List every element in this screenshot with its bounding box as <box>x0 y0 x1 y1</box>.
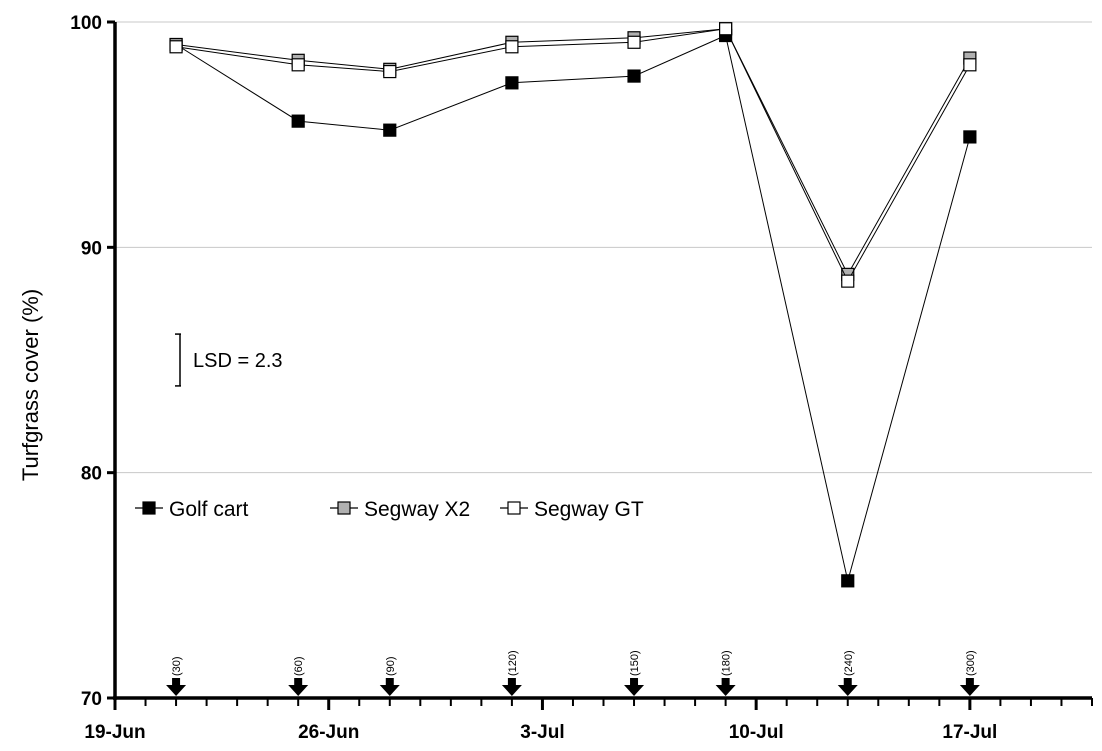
traffic-arrow-icon <box>959 678 980 696</box>
y-tick-label-2: 90 <box>81 238 102 259</box>
legend: Golf cart Segway X2 Segway GT <box>135 498 644 521</box>
gridlines <box>115 21 1092 474</box>
traffic-event-5: (180) <box>715 650 736 696</box>
legend-item-1: Segway X2 <box>330 498 470 521</box>
lsd-label: LSD = 2.3 <box>193 350 283 372</box>
data-point-2-2 <box>383 64 397 79</box>
lsd-bar: LSD = 2.3 <box>175 333 283 387</box>
traffic-event-6: (240) <box>837 650 858 696</box>
data-point-2-5 <box>719 22 733 36</box>
traffic-count-label: (180) <box>721 650 733 676</box>
traffic-arrow-icon <box>288 678 309 696</box>
series-1 <box>169 22 977 281</box>
traffic-event-3: (120) <box>501 650 522 696</box>
traffic-arrow-icon <box>166 678 187 696</box>
traffic-arrow-icon <box>837 678 858 696</box>
traffic-event-7: (300) <box>959 650 980 696</box>
traffic-count-label: (240) <box>843 650 855 676</box>
series-line-2 <box>176 28 971 283</box>
y-axis-title: Turfgrass cover (%) <box>18 289 43 481</box>
traffic-arrow-icon <box>379 678 400 696</box>
x-tick-label-0: 19-Jun <box>84 722 145 743</box>
data-point-2-6 <box>841 274 855 288</box>
data-point-0-3 <box>505 76 519 90</box>
traffic-event-0: (30) <box>166 656 187 696</box>
x-tick-label-2: 3-Jul <box>520 722 564 743</box>
x-ticks: 19-Jun 26-Jun 3-Jul 10-Jul 17-Jul <box>84 698 1093 743</box>
legend-item-0: Golf cart <box>135 498 249 521</box>
series-layer <box>169 22 977 588</box>
legend-label: Segway X2 <box>364 498 470 521</box>
traffic-count-label: (90) <box>385 656 397 676</box>
x-tick-label-1: 26-Jun <box>298 722 359 743</box>
legend-label: Segway GT <box>534 498 644 521</box>
data-point-0-2 <box>383 123 397 137</box>
legend-marker <box>337 501 351 515</box>
traffic-count-label: (150) <box>629 650 641 676</box>
data-point-0-6 <box>841 574 855 588</box>
x-tick-label-4: 17-Jul <box>942 722 997 743</box>
series-line-1 <box>176 28 971 276</box>
traffic-arrow-icon <box>715 678 736 696</box>
legend-label: Golf cart <box>169 498 249 521</box>
x-tick-label-3: 10-Jul <box>729 722 784 743</box>
traffic-events: (30) (60) (90) (120) (150) (180) (240) (300) <box>166 650 980 696</box>
legend-marker <box>142 501 156 515</box>
legend-item-2: Segway GT <box>500 498 644 521</box>
traffic-count-label: (30) <box>171 656 183 676</box>
series-line-0 <box>175 34 971 581</box>
data-point-0-4 <box>627 69 641 83</box>
legend-marker <box>507 501 521 515</box>
traffic-count-label: (60) <box>293 656 305 676</box>
series-2 <box>169 22 977 288</box>
y-tick-label-0: 70 <box>81 689 102 710</box>
data-point-2-0 <box>169 40 183 54</box>
traffic-count-label: (300) <box>965 650 977 676</box>
data-point-2-1 <box>291 58 305 72</box>
traffic-count-label: (120) <box>507 650 519 676</box>
traffic-event-2: (90) <box>379 656 400 696</box>
y-tick-label-3: 100 <box>70 13 102 34</box>
data-point-0-7 <box>963 130 977 144</box>
y-ticks: 70 80 90 100 <box>70 13 115 710</box>
traffic-event-1: (60) <box>288 656 309 696</box>
data-point-2-3 <box>505 40 519 54</box>
traffic-arrow-icon <box>624 678 645 696</box>
traffic-arrow-icon <box>501 678 522 696</box>
y-tick-label-1: 80 <box>81 464 102 485</box>
data-point-2-7 <box>963 58 977 72</box>
data-point-2-4 <box>627 35 641 49</box>
traffic-event-4: (150) <box>624 650 645 696</box>
data-point-0-1 <box>291 114 305 128</box>
